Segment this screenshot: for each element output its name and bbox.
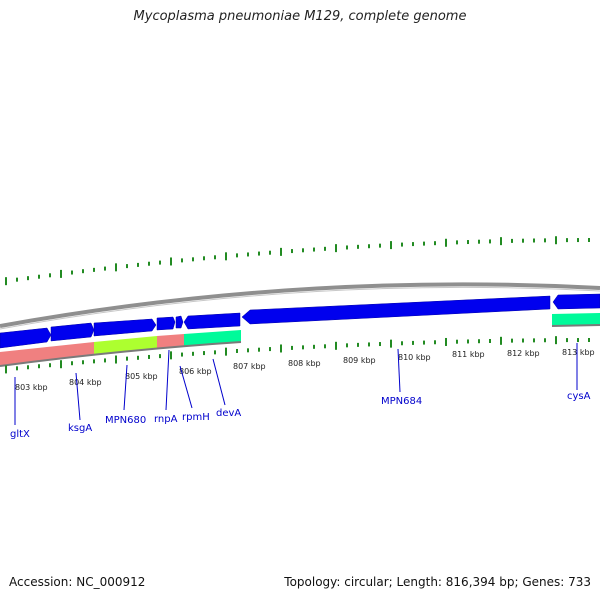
leader-ksgA xyxy=(75,372,81,421)
gene-gltX xyxy=(0,342,94,366)
gene-arrow xyxy=(93,318,157,337)
scale-ticks: 803 kbp 804 kbp 805 kbp 806 kbp 807 kbp … xyxy=(15,348,595,392)
tick-label: 808 kbp xyxy=(288,359,321,368)
gene-label-MPN680: MPN680 xyxy=(105,415,146,426)
gene-cysA xyxy=(552,313,600,326)
gene-arrow xyxy=(156,316,176,331)
reverse-strand-shadow xyxy=(0,341,242,367)
gene-labels: gltX ksgA MPN680 rnpA rpmH devA MPN684 c… xyxy=(10,391,591,440)
reverse-strand-genes xyxy=(0,313,600,367)
tick-label: 809 kbp xyxy=(343,356,376,365)
tick-label: 812 kbp xyxy=(507,349,540,358)
gene-rnpA xyxy=(157,334,184,348)
gene-label-gltX: gltX xyxy=(10,429,30,440)
gene-arrow xyxy=(183,312,241,330)
gene-arrow xyxy=(50,322,95,342)
gene-label-cysA: cysA xyxy=(567,391,591,402)
gene-label-rnpA: rnpA xyxy=(154,414,178,425)
genome-summary-text: Topology: circular; Length: 816,394 bp; … xyxy=(284,575,591,589)
gc-skew-track-outer xyxy=(5,236,590,286)
tick-label: 813 kbp xyxy=(562,348,595,357)
gc-skew-track-inner xyxy=(5,336,590,374)
reverse-strand-shadow xyxy=(551,324,600,327)
genome-backbone-highlight xyxy=(0,286,600,330)
leader-devA xyxy=(212,358,226,406)
leader-MPN680 xyxy=(123,364,128,411)
tick-label: 806 kbp xyxy=(179,367,212,376)
leader-rpmH xyxy=(179,365,193,409)
tick-label: 803 kbp xyxy=(15,383,48,392)
gene-arrow xyxy=(0,327,52,349)
map-title: Mycoplasma pneumoniae M129, complete gen… xyxy=(133,9,467,24)
gene-arrow xyxy=(552,293,600,310)
gene-label-MPN684: MPN684 xyxy=(381,396,422,407)
gene-label-devA: devA xyxy=(216,408,241,419)
accession-text: Accession: NC_000912 xyxy=(9,575,146,589)
genome-backbone xyxy=(0,282,600,328)
tick-label: 810 kbp xyxy=(398,353,431,362)
leader-MPN684 xyxy=(397,348,401,393)
tick-label: 811 kbp xyxy=(452,350,485,359)
gene-leader-lines xyxy=(14,343,578,425)
tick-label: 807 kbp xyxy=(233,362,266,371)
gene-label-rpmH: rpmH xyxy=(182,412,210,423)
leader-rnpA xyxy=(165,349,170,411)
tick-label: 804 kbp xyxy=(69,378,102,387)
gene-label-ksgA: ksgA xyxy=(68,423,92,434)
gene-arrow xyxy=(241,295,551,325)
forward-strand-genes xyxy=(0,293,600,349)
gene-arrow xyxy=(175,315,184,329)
tick-label: 805 kbp xyxy=(125,372,158,381)
